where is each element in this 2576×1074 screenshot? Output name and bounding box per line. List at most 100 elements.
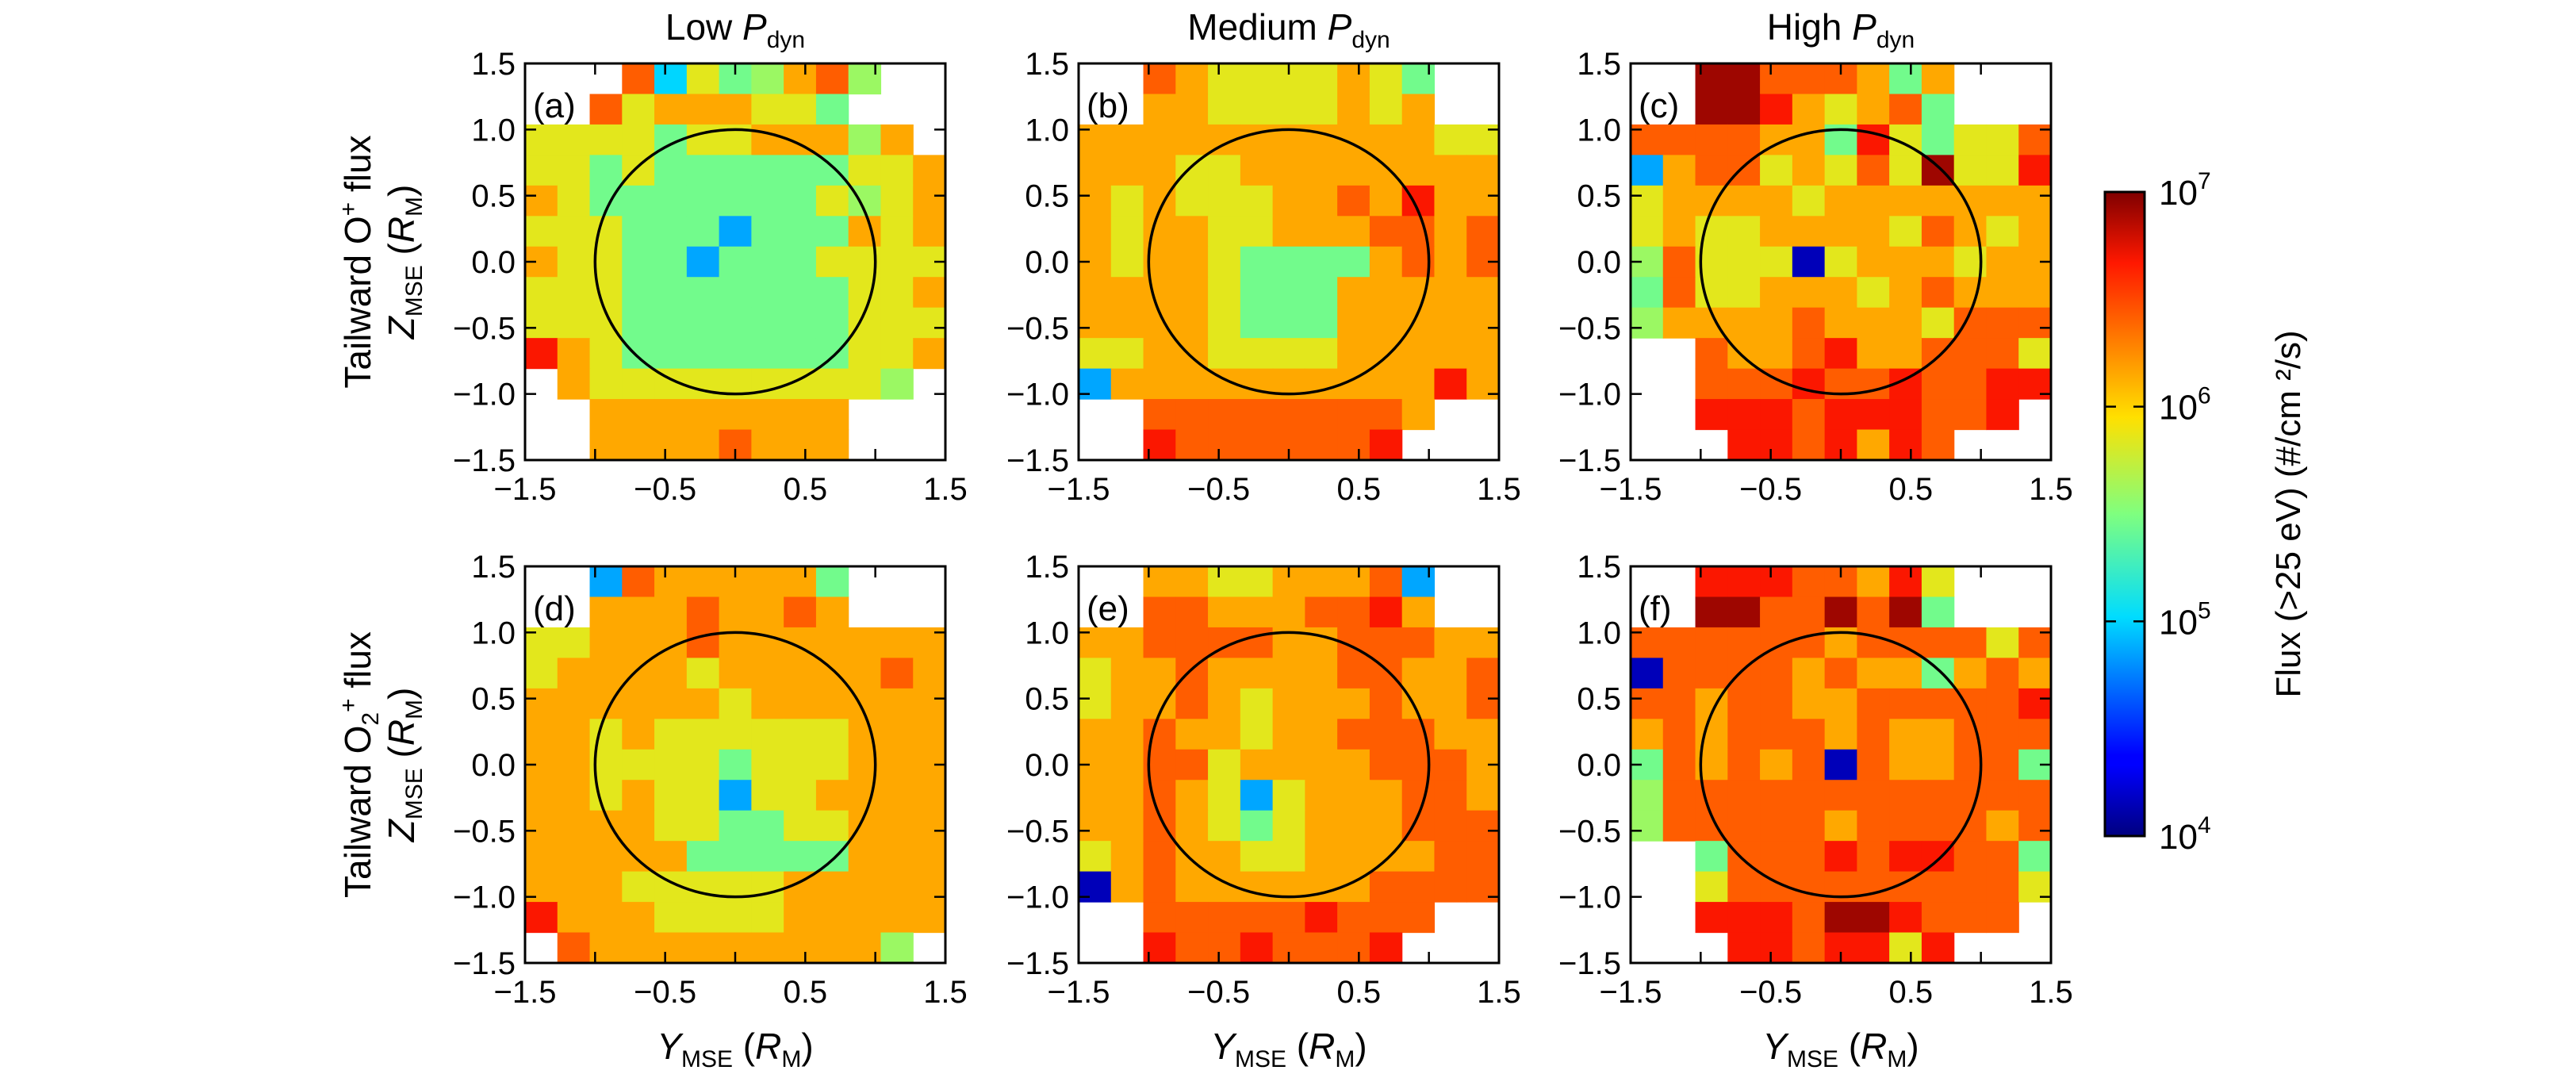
heatmap-cell	[1792, 841, 1826, 873]
heatmap-cell	[880, 780, 914, 811]
heatmap-cell	[1305, 277, 1338, 309]
heatmap-cell	[622, 246, 655, 278]
y-tick-label: 0.5	[1025, 682, 1069, 717]
heatmap-cell	[1792, 719, 1826, 750]
heatmap-cell	[1792, 338, 1826, 370]
heatmap-cell	[1240, 719, 1274, 750]
heatmap-cell	[1727, 124, 1761, 155]
heatmap-cell	[1986, 780, 2019, 811]
heatmap-cell	[525, 658, 558, 689]
heatmap-cell	[1240, 368, 1274, 400]
heatmap-cell	[686, 596, 720, 628]
x-tick-label: −0.5	[634, 472, 696, 507]
heatmap-cell	[2018, 841, 2052, 873]
y-tick-label: 1.0	[471, 113, 516, 148]
heatmap-cell	[2018, 307, 2052, 339]
heatmap-cell	[1727, 185, 1761, 217]
heatmap-cell	[1369, 688, 1403, 719]
heatmap-cell	[1305, 627, 1338, 658]
panel-label: (b)	[1087, 86, 1129, 125]
heatmap-cell	[1824, 780, 1857, 811]
heatmap-cell	[557, 780, 591, 811]
heatmap-cell	[1857, 429, 1890, 461]
heatmap-cell	[1953, 124, 1988, 155]
x-tick-label: −1.5	[1048, 975, 1110, 1010]
heatmap-cell	[1889, 780, 1922, 811]
heatmap-cell	[1466, 841, 1500, 873]
heatmap-cell	[1272, 810, 1305, 842]
heatmap-cell	[1986, 841, 2019, 873]
heatmap-cell	[1727, 63, 1761, 95]
heatmap-cell	[1401, 399, 1436, 431]
heatmap-cell	[719, 338, 752, 370]
y-axis-label: ZMSE (RM)	[381, 185, 427, 340]
heatmap-cell	[1760, 566, 1793, 598]
heatmap-cell	[1175, 216, 1209, 247]
heatmap-cell	[815, 810, 849, 842]
heatmap-cell	[557, 216, 591, 247]
heatmap-cell	[622, 566, 655, 598]
heatmap-cell	[1305, 429, 1338, 461]
heatmap-cell	[654, 185, 688, 217]
y-tick-label: 1.5	[1577, 47, 1621, 82]
heatmap-cell	[654, 658, 688, 689]
heatmap-cell	[1824, 277, 1857, 309]
heatmap-cell	[1792, 246, 1826, 278]
heatmap-cell	[1631, 719, 1664, 750]
y-tick-label: −0.5	[453, 814, 516, 849]
heatmap-cell	[1921, 566, 1955, 598]
heatmap-cell	[1792, 749, 1826, 781]
heatmap-cell	[719, 780, 752, 811]
heatmap-cell	[1305, 399, 1338, 431]
colorbar-tick-label: 104	[2159, 812, 2211, 857]
heatmap-cell	[1824, 338, 1857, 370]
heatmap-cell	[1889, 399, 1922, 431]
heatmap-cell	[1272, 185, 1305, 217]
heatmap-cell	[589, 719, 623, 750]
heatmap-cell	[751, 277, 784, 309]
colorbar-tick-label: 107	[2159, 168, 2211, 213]
heatmap-cell	[686, 368, 720, 400]
heatmap-cell	[784, 688, 817, 719]
heatmap-cell	[1175, 932, 1209, 964]
heatmap-cell	[686, 185, 720, 217]
heatmap-cell	[654, 429, 688, 461]
heatmap-cell	[1272, 749, 1305, 781]
heatmap-cell	[1631, 216, 1664, 247]
heatmap-cell	[751, 810, 784, 842]
heatmap-cell	[622, 902, 655, 934]
heatmap-cell	[1792, 185, 1826, 217]
heatmap-cell	[1662, 719, 1696, 750]
heatmap-cell	[1986, 810, 2019, 842]
panel-label: (a)	[533, 86, 576, 125]
heatmap-cell	[1272, 277, 1305, 309]
x-tick-label: 1.5	[1477, 975, 1521, 1010]
heatmap-cell	[1175, 124, 1209, 155]
heatmap-cell	[880, 368, 914, 400]
heatmap-cell	[1986, 185, 2019, 217]
y-tick-label: −1.0	[453, 378, 516, 412]
heatmap-cell	[1240, 338, 1274, 370]
y-tick-label: −0.5	[1006, 814, 1069, 849]
heatmap-cell	[1079, 307, 1112, 339]
heatmap-cell	[1695, 719, 1728, 750]
heatmap-cell	[1110, 780, 1144, 811]
heatmap-cell	[525, 688, 558, 719]
heatmap-cell	[1272, 94, 1305, 125]
heatmap-cell	[751, 841, 784, 873]
heatmap-cell	[1110, 307, 1144, 339]
heatmap-cell	[815, 719, 849, 750]
heatmap-cell	[654, 63, 688, 95]
heatmap-cell	[784, 596, 817, 628]
heatmap-cell	[1695, 277, 1728, 309]
heatmap-cell	[751, 658, 784, 689]
heatmap-cell	[654, 399, 688, 431]
heatmap-cell	[654, 932, 688, 964]
heatmap-cell	[1727, 338, 1761, 370]
heatmap-cell	[1434, 871, 1467, 903]
heatmap-cell	[880, 185, 914, 217]
heatmap-panel: −1.5 −0.5 0.5 1.5 1.5 1.0 0.5 0.0 −0.5 −1.0 −1.5 (c…	[1558, 6, 2073, 507]
heatmap-cell	[1792, 155, 1826, 186]
heatmap-cell	[1369, 246, 1403, 278]
heatmap-cell	[815, 780, 849, 811]
